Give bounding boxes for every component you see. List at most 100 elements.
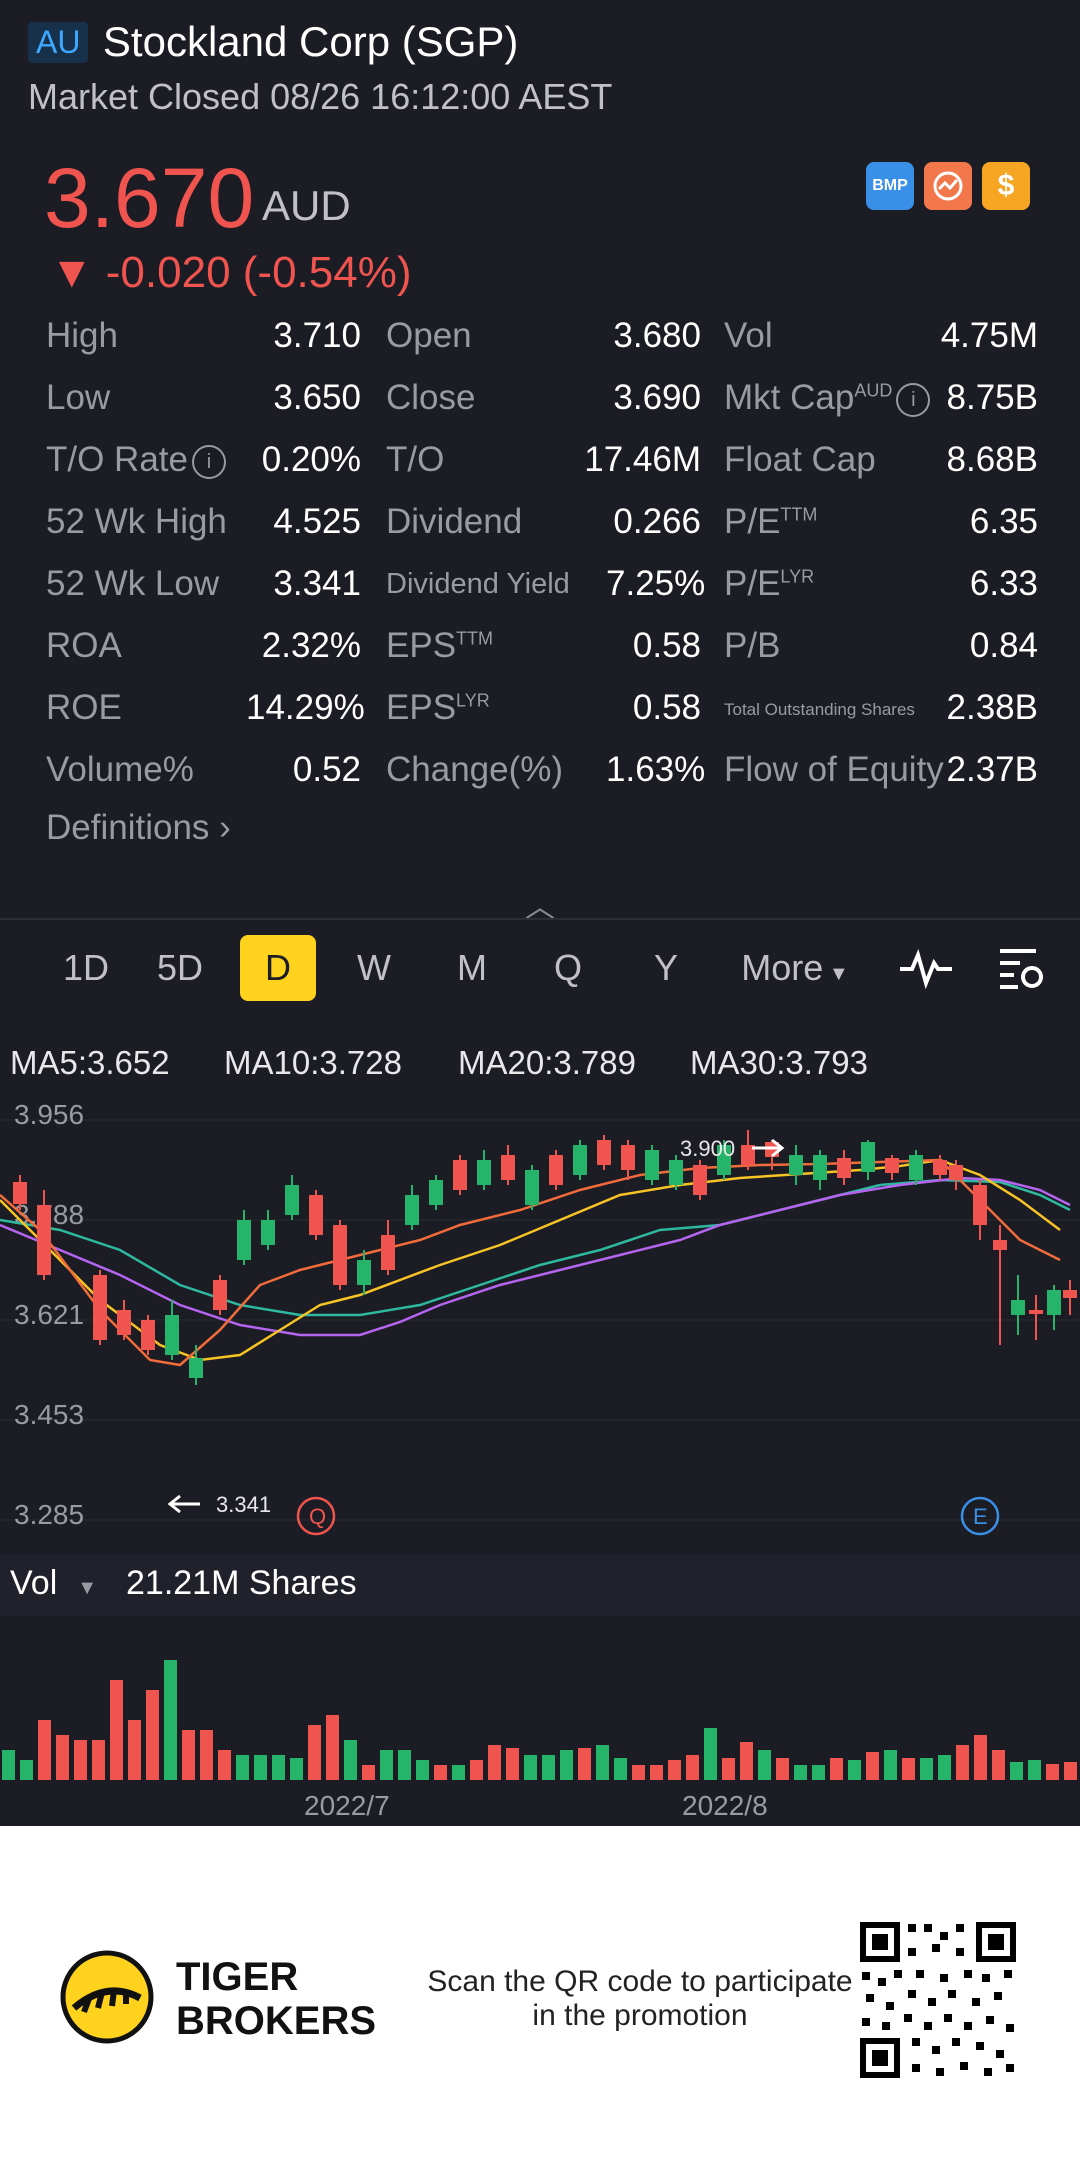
ma5-label: MA5:3.652 — [10, 1044, 170, 1081]
stat-label: Dividend — [386, 502, 523, 541]
stat-label: Close — [386, 378, 476, 417]
info-icon[interactable]: i — [191, 444, 226, 479]
volume-bar — [524, 1755, 537, 1780]
brand-line-1: TIGER — [176, 1955, 299, 1999]
volume-bar — [758, 1750, 771, 1780]
tab-1d[interactable]: 1D — [62, 947, 110, 988]
qr-code[interactable] — [856, 1918, 1020, 2082]
volume-selector[interactable]: Vol ▼ — [10, 1564, 97, 1603]
stat-label: Flow of Equity — [724, 750, 944, 789]
volume-header — [0, 1554, 1080, 1616]
volume-bar — [722, 1758, 735, 1780]
stat-value: 4.75M — [940, 316, 1038, 355]
tab-5d[interactable]: 5D — [156, 947, 204, 988]
candle — [789, 1155, 803, 1175]
volume-bar — [578, 1748, 591, 1780]
tab-m[interactable]: M — [457, 947, 487, 988]
volume-chart[interactable]: 2022/7 2022/8 — [0, 1640, 1080, 1820]
stat-value: 0.58 — [632, 688, 701, 727]
stats-row: High 3.710 Open 3.680 Vol 4.75M — [46, 316, 1046, 378]
volume-bar — [38, 1720, 51, 1780]
candle — [597, 1140, 611, 1165]
quarter-report-marker[interactable] — [296, 1496, 336, 1536]
candle — [909, 1155, 923, 1180]
arrow-left-icon — [167, 1494, 200, 1514]
candle — [1029, 1310, 1043, 1314]
indicator-icon[interactable] — [898, 945, 954, 991]
stat-label-text: P/E — [724, 502, 781, 541]
volume-bar — [290, 1758, 303, 1780]
stat-value: 6.35 — [969, 502, 1038, 541]
volume-bar — [164, 1660, 177, 1780]
tab-d[interactable]: D — [240, 935, 316, 1001]
stat-label: Dividend Yield — [386, 568, 570, 600]
candle — [1011, 1300, 1025, 1315]
sup-lyr: LYR — [456, 690, 490, 711]
info-icon[interactable]: i — [896, 382, 931, 417]
caret-down-icon: ▼ — [823, 963, 849, 985]
chart-badge-icon[interactable] — [924, 162, 972, 210]
volume-bar — [974, 1735, 987, 1780]
stat-value: 0.52 — [292, 750, 361, 789]
volume-bar — [506, 1748, 519, 1780]
candle — [189, 1358, 203, 1378]
stat-label: P/B — [724, 626, 781, 665]
stat-value: 7.25% — [606, 564, 706, 603]
sup-ttm: TTM — [456, 628, 494, 649]
volume-bar — [1046, 1764, 1059, 1780]
stats-row: Volume% 0.52 Change(%) 1.63% Flow of Equ… — [46, 750, 1046, 812]
candle — [13, 1182, 27, 1204]
candle — [117, 1310, 131, 1335]
currency: AUD — [262, 182, 351, 229]
volume-bar — [776, 1758, 789, 1780]
x-tick: 2022/8 — [682, 1790, 768, 1820]
stat-value: 3.710 — [273, 316, 361, 355]
volume-bar — [1010, 1762, 1023, 1780]
stat-label-pe-lyr: P/ELYR — [724, 564, 814, 604]
volume-bar — [74, 1740, 87, 1780]
definitions-link[interactable]: Definitions › — [46, 808, 231, 848]
volume-bar — [992, 1750, 1005, 1780]
chart-settings-icon[interactable] — [996, 943, 1046, 993]
event-marker[interactable] — [960, 1496, 1000, 1536]
candle — [93, 1275, 107, 1340]
candle — [693, 1165, 707, 1195]
candle — [717, 1145, 731, 1175]
high-label: 3.900 — [680, 1136, 735, 1161]
stat-label: Open — [386, 316, 472, 355]
stat-label-eps-lyr: EPSLYR — [386, 688, 490, 728]
stats-row: Low 3.650 Close 3.690 Mkt CapAUD i 8.75B — [46, 378, 1046, 440]
definitions-label: Definitions — [46, 808, 210, 847]
volume-bar — [686, 1755, 699, 1780]
volume-bar — [380, 1750, 393, 1780]
stat-value: 0.266 — [613, 502, 701, 541]
market-badge: AU — [28, 21, 89, 63]
dollar-badge-icon[interactable]: $ — [982, 162, 1030, 210]
stat-label: 52 Wk Low — [46, 564, 220, 603]
candle — [741, 1145, 755, 1165]
header: AU Stockland Corp (SGP) Market Closed 08… — [28, 18, 612, 118]
candle — [813, 1155, 827, 1180]
stats-row: 52 Wk Low 3.341 Dividend Yield 7.25% P/E… — [46, 564, 1046, 626]
bmp-badge-icon[interactable]: BMP — [866, 162, 914, 210]
stat-value: 1.63% — [606, 750, 706, 789]
candle — [213, 1280, 227, 1310]
stat-label: Total Outstanding Shares — [724, 700, 915, 719]
volume-bar — [56, 1735, 69, 1780]
stat-label-torate: T/O Rate i — [46, 440, 226, 480]
tab-more[interactable]: More ▼ — [730, 935, 860, 1001]
tab-w[interactable]: W — [357, 947, 391, 988]
stat-value: 0.84 — [969, 626, 1038, 665]
volume-bar — [920, 1758, 933, 1780]
candlestick-chart[interactable]: 3.956 3.788 3.621 3.453 3.285 — [0, 1100, 1080, 1540]
tab-q[interactable]: Q — [553, 947, 582, 988]
stat-label-mktcap: Mkt CapAUD i — [724, 378, 931, 418]
stock-title[interactable]: Stockland Corp (SGP) — [102, 18, 519, 65]
volume-bar — [956, 1745, 969, 1780]
brand-name: TIGER BROKERS — [176, 1955, 376, 2043]
stat-value: 4.525 — [273, 502, 361, 541]
tab-y[interactable]: Y — [653, 947, 678, 988]
volume-bar — [596, 1745, 609, 1780]
stat-value: 3.690 — [613, 378, 701, 417]
stat-label: High — [46, 316, 118, 355]
